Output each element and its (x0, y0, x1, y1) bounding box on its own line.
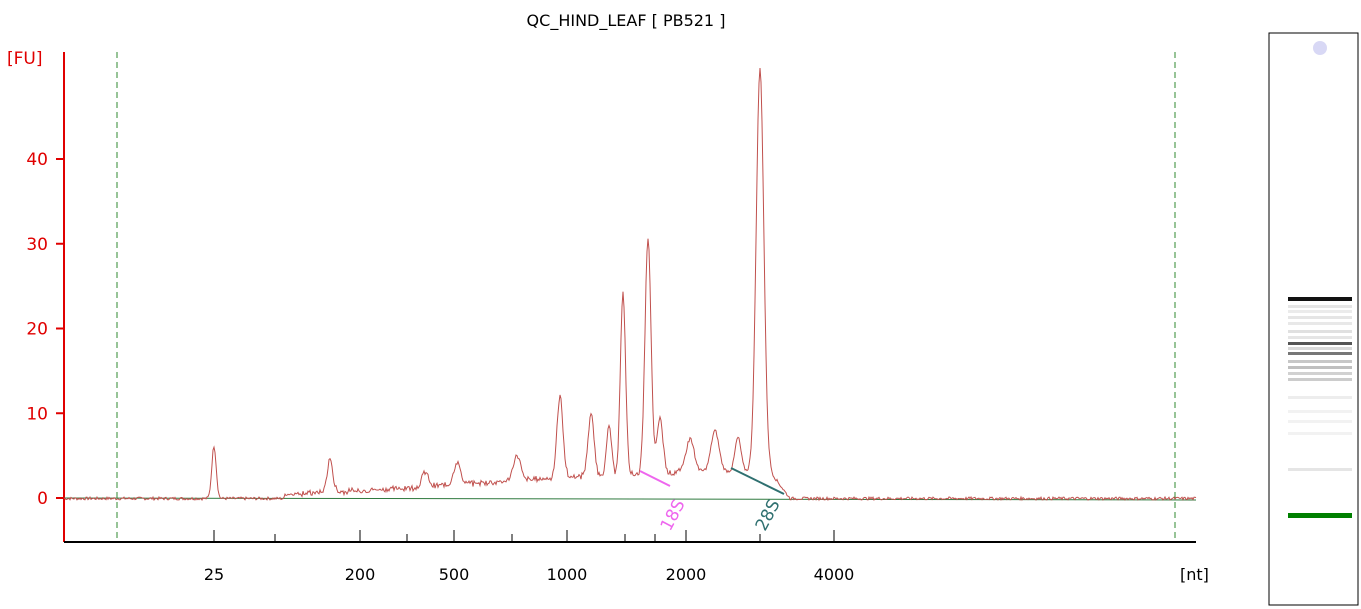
gel-band-faint (1288, 322, 1352, 325)
x-tick-label: 4000 (814, 565, 855, 584)
gel-band-faint (1288, 432, 1352, 435)
x-tick-label: 500 (439, 565, 470, 584)
marker-28s-line (730, 467, 785, 495)
gel-band-faint (1288, 330, 1352, 333)
y-axis-label: [FU] (7, 49, 43, 69)
gel-bands (1288, 305, 1352, 471)
gel-band-faint (1288, 410, 1352, 413)
x-tick-label: 25 (204, 565, 224, 584)
marker-28s-label: 28S (752, 496, 785, 534)
y-tick-label: 20 (26, 320, 48, 340)
gel-band-faint (1288, 378, 1352, 381)
gel-band-faint (1288, 310, 1352, 313)
gel-band-faint (1288, 347, 1352, 350)
gel-band-faint (1288, 316, 1352, 319)
y-tick-label: 30 (26, 235, 48, 255)
gel-band-28s (1288, 297, 1352, 301)
chart-title: QC_HIND_LEAF [ PB521 ] (527, 11, 726, 31)
gel-band-faint (1288, 396, 1352, 399)
marker-18s-label: 18S (657, 496, 690, 534)
x-tick-label: 1000 (547, 565, 588, 584)
gel-band-marker (1288, 513, 1352, 518)
gel-band-faint (1288, 372, 1352, 375)
marker-18s-line (639, 470, 671, 487)
gel-band-18s (1288, 342, 1352, 345)
gel-band-faint (1288, 305, 1352, 308)
sample-trace (63, 67, 1197, 502)
gel-lane-frame (1268, 32, 1359, 606)
y-tick-label: 40 (26, 150, 48, 170)
gel-band-faint (1288, 360, 1352, 363)
y-tick-label: 10 (26, 404, 48, 424)
gel-band-faint (1288, 366, 1352, 369)
gel-lane (1268, 32, 1359, 606)
gel-band-faint (1288, 420, 1352, 423)
gel-band-faint (1288, 336, 1352, 339)
gel-band-faint (1288, 468, 1352, 471)
x-tick-label: 200 (345, 565, 376, 584)
x-ticks: 25 200 500 1000 2000 4000 (204, 530, 855, 584)
x-axis-label: [nt] (1180, 565, 1209, 584)
x-tick-label: 2000 (666, 565, 707, 584)
y-ticks: 0 10 20 30 40 (26, 150, 64, 509)
gel-band-secondary (1288, 352, 1352, 355)
gel-well-dot (1313, 41, 1327, 55)
y-tick-label: 0 (37, 489, 48, 509)
